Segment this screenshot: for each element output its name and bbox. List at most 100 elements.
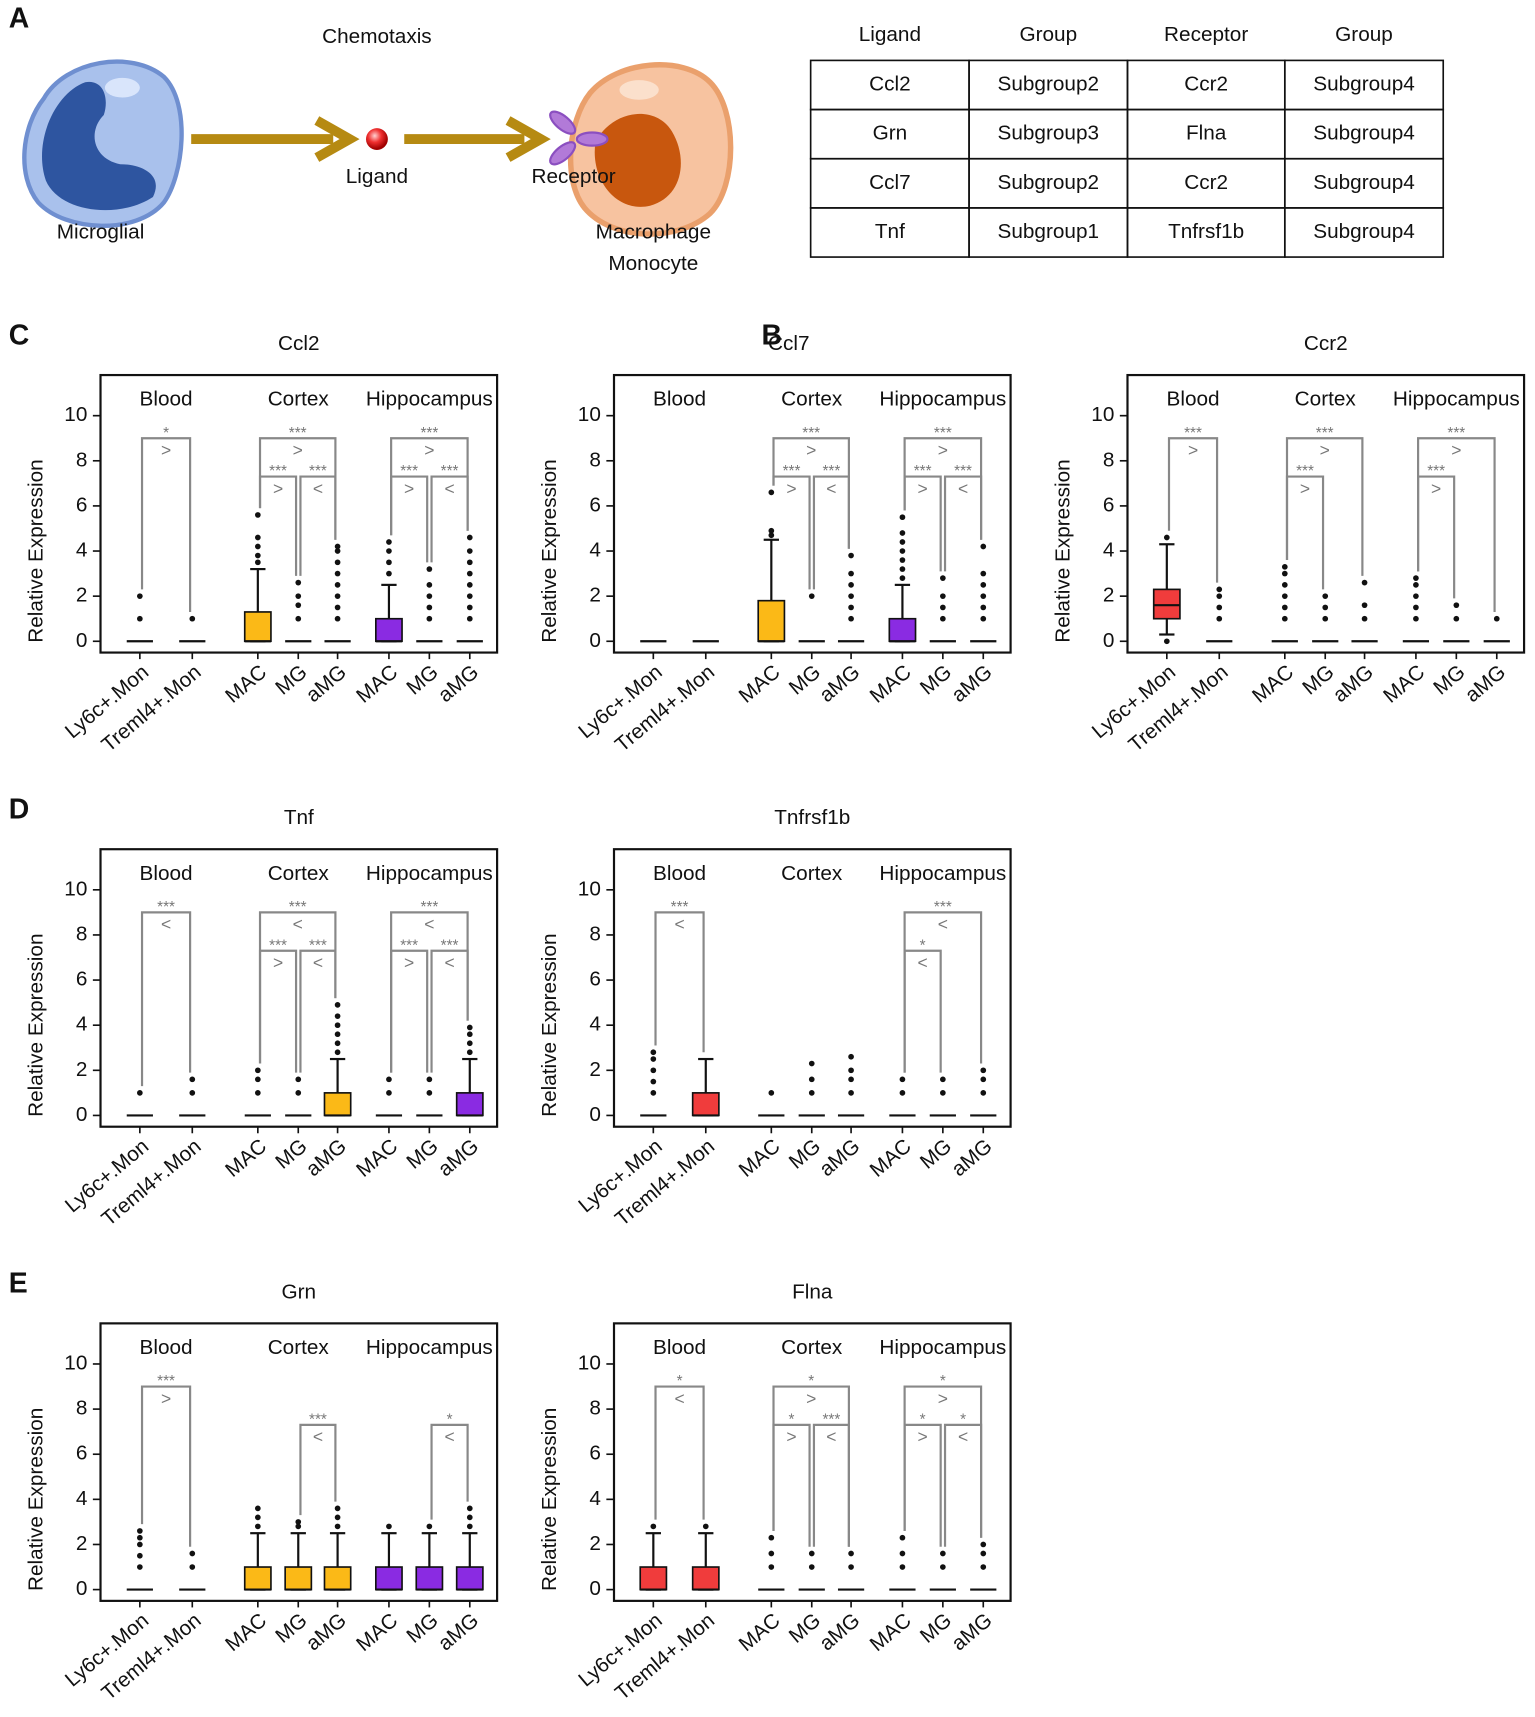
outlier — [334, 1031, 341, 1038]
y-tick-label: 4 — [76, 1013, 88, 1036]
table-cell-text: Subgroup4 — [1313, 171, 1415, 194]
significance: *** — [289, 425, 307, 442]
outlier — [137, 1534, 143, 1541]
direction: < — [958, 1427, 968, 1447]
y-tick-label: 8 — [76, 448, 88, 471]
y-tick-label: 2 — [76, 584, 88, 607]
outlier — [254, 559, 261, 566]
table-cell-text: Subgroup4 — [1313, 220, 1415, 243]
outlier — [899, 548, 906, 554]
significance: *** — [914, 463, 932, 480]
outlier — [899, 1534, 906, 1541]
ligand-ball — [365, 128, 388, 150]
x-tick-label: aMG — [434, 1135, 483, 1182]
outlier — [768, 532, 775, 539]
outlier — [848, 582, 854, 588]
facet-label: Hippocampus — [1393, 388, 1520, 411]
outlier — [254, 1067, 261, 1074]
outlier — [254, 543, 261, 550]
direction: > — [424, 440, 434, 460]
significance: * — [677, 1373, 683, 1390]
table-cell-text: Subgroup2 — [998, 171, 1100, 194]
outlier — [334, 1013, 341, 1020]
outlier — [334, 1505, 341, 1512]
outlier — [940, 604, 946, 611]
table-cell-text: Subgroup4 — [1313, 122, 1415, 145]
significance: *** — [822, 463, 840, 480]
x-tick-label: MAC — [866, 1609, 916, 1656]
outlier — [940, 615, 946, 622]
outlier — [426, 582, 433, 588]
outlier — [650, 1523, 657, 1530]
outlier — [386, 1090, 392, 1096]
x-tick-label: MAC — [221, 660, 271, 707]
outlier — [848, 1076, 854, 1083]
outlier — [189, 1564, 196, 1570]
outlier — [466, 559, 473, 566]
box — [375, 1566, 403, 1591]
chart-title: Ccl7 — [768, 332, 810, 355]
facet-label: Blood — [653, 388, 706, 411]
chart-title: Ccr2 — [1304, 332, 1348, 355]
y-tick-label: 10 — [578, 877, 601, 900]
outlier — [426, 1090, 433, 1096]
outlier — [137, 593, 143, 599]
comparison-bracket — [1417, 475, 1456, 599]
outlier — [254, 512, 261, 518]
outlier — [1493, 615, 1500, 622]
outlier — [466, 593, 473, 599]
outlier — [137, 615, 143, 622]
outlier — [848, 1550, 854, 1557]
direction: < — [444, 1427, 454, 1447]
y-tick-label: 8 — [76, 922, 88, 945]
y-tick-label: 10 — [64, 877, 87, 900]
outlier — [980, 543, 987, 550]
direction: > — [918, 1427, 928, 1447]
panel-letter: D — [9, 793, 30, 825]
outlier — [768, 1564, 775, 1570]
box — [455, 1566, 484, 1591]
x-tick-label: MAC — [735, 1609, 785, 1656]
comparison-bracket — [772, 1423, 811, 1547]
outlier — [334, 1040, 341, 1047]
significance: *** — [822, 1412, 840, 1429]
outlier — [899, 1076, 906, 1083]
y-tick-label: 8 — [589, 448, 601, 471]
facet-label: Hippocampus — [366, 388, 493, 411]
diagram-label: Macrophage — [596, 221, 711, 244]
x-tick-label: MAC — [735, 660, 785, 707]
y-tick-label: 8 — [1103, 448, 1115, 471]
outlier — [466, 582, 473, 588]
cell-highlight — [619, 80, 659, 100]
outlier — [940, 1564, 946, 1570]
outlier — [295, 602, 302, 609]
box — [1152, 588, 1181, 620]
direction: > — [1300, 478, 1310, 498]
outlier — [1216, 615, 1223, 622]
outlier — [980, 1541, 987, 1548]
direction: > — [1431, 478, 1441, 498]
outlier — [334, 1514, 341, 1521]
box — [284, 1566, 313, 1591]
outlier — [466, 1523, 473, 1530]
facet-label: Blood — [1167, 388, 1220, 411]
box — [639, 1566, 668, 1591]
plot-frame — [99, 848, 499, 1128]
direction: < — [674, 914, 684, 934]
y-tick-label: 6 — [589, 968, 601, 991]
y-tick-label: 0 — [76, 629, 88, 652]
box — [691, 1566, 720, 1591]
x-tick-label: aMG — [1461, 660, 1510, 707]
facet-label: Cortex — [268, 862, 330, 885]
outlier — [980, 604, 987, 611]
direction: < — [826, 478, 836, 498]
table-cell-text: Subgroup3 — [998, 122, 1100, 145]
x-tick-label: aMG — [1329, 660, 1378, 707]
outlier — [334, 570, 341, 577]
direction: > — [1451, 440, 1461, 460]
y-tick-label: 10 — [64, 403, 87, 426]
outlier — [980, 593, 987, 599]
direction: < — [313, 1427, 323, 1447]
comparison-bracket — [903, 1423, 942, 1547]
